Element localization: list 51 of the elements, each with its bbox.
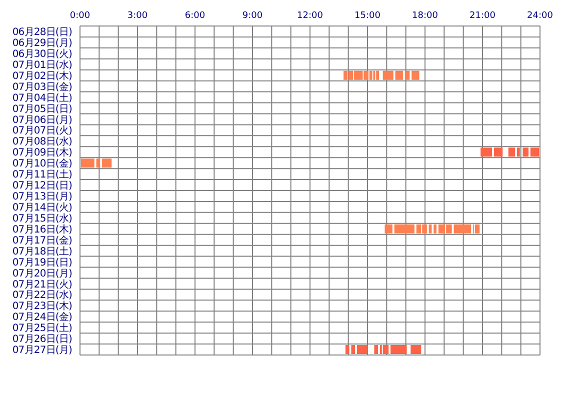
x-tick-label: 6:00	[184, 11, 206, 21]
y-tick-label: 06月28日(日)	[12, 27, 72, 38]
y-tick-label: 07月19日(日)	[12, 257, 72, 268]
bar	[395, 70, 403, 80]
y-tick-label: 07月25日(土)	[12, 322, 72, 334]
y-tick-label: 07月08日(水)	[12, 136, 72, 148]
y-tick-label: 07月01日(水)	[12, 58, 72, 71]
y-tick-label: 07月02日(木)	[12, 70, 72, 82]
x-tick-label: 21:00	[470, 11, 496, 21]
y-tick-label: 07月04日(土)	[12, 92, 72, 104]
bar	[382, 70, 394, 80]
x-tick-label: 24:00	[527, 11, 554, 21]
x-tick-label: 9:00	[242, 11, 263, 21]
y-tick-label: 07月07日(火)	[12, 124, 72, 137]
bar	[384, 224, 392, 234]
y-tick-label: 07月03日(金)	[12, 80, 72, 93]
y-tick-label: 07月23日(木)	[12, 300, 72, 312]
y-tick-label: 07月13日(月)	[12, 192, 72, 203]
x-tick-label: 12:00	[297, 11, 324, 21]
bar	[474, 224, 480, 234]
x-tick-label: 0:00	[70, 11, 90, 21]
y-tick-label: 07月27日(月)	[12, 345, 72, 356]
y-tick-label: 07月05日(日)	[12, 104, 72, 115]
y-tick-label: 07月26日(日)	[12, 334, 72, 346]
bar	[96, 158, 100, 168]
y-tick-label: 07月17日(金)	[12, 234, 72, 246]
y-tick-label: 07月18日(土)	[12, 245, 72, 258]
y-tick-label: 07月06日(月)	[12, 114, 72, 126]
y-tick-label: 07月12日(日)	[12, 180, 72, 192]
y-tick-label: 07月10日(金)	[12, 158, 72, 170]
bar	[454, 224, 471, 234]
bar	[412, 70, 420, 80]
y-tick-label: 07月24日(金)	[12, 311, 72, 324]
bar	[376, 70, 379, 80]
y-tick-label: 07月20日(月)	[12, 268, 72, 280]
x-tick-label: 15:00	[354, 11, 381, 21]
y-tick-label: 06月29日(月)	[12, 38, 72, 49]
y-tick-label: 07月21日(火)	[12, 278, 72, 290]
y-tick-label: 07月15日(水)	[12, 212, 72, 224]
bar	[102, 158, 112, 168]
y-tick-label: 06月30日(火)	[12, 48, 72, 60]
y-tick-label: 07月11日(土)	[12, 168, 72, 181]
bar	[80, 158, 94, 168]
y-tick-label: 07月16日(木)	[12, 223, 72, 236]
x-tick-label: 3:00	[127, 11, 148, 21]
x-tick-label: 18:00	[412, 11, 438, 21]
bar	[404, 70, 410, 80]
y-tick-label: 07月22日(水)	[12, 289, 72, 302]
y-tick-label: 07月14日(火)	[12, 202, 72, 214]
bar	[394, 224, 414, 234]
y-tick-label: 07月09日(木)	[12, 146, 72, 159]
